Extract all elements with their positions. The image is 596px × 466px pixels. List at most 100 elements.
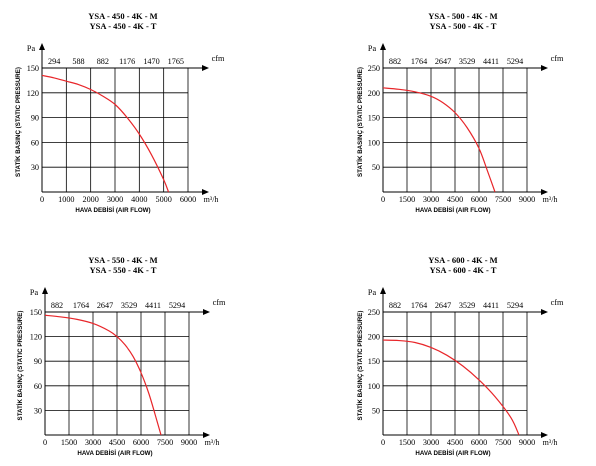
performance-curve <box>382 339 520 436</box>
performance-curve <box>382 87 496 193</box>
y-tick-label: 250 <box>368 64 380 73</box>
y-tick-label: 100 <box>368 382 380 391</box>
y-tick-label: 50 <box>372 406 380 415</box>
top-tick-label: 588 <box>72 57 84 66</box>
top-tick-label: 1176 <box>119 57 135 66</box>
x-tick-label: 2000 <box>82 195 98 204</box>
x-tick-label: 4000 <box>131 195 147 204</box>
top-tick-label: 3529 <box>459 301 475 310</box>
top-axis-arrow <box>202 65 209 71</box>
x-tick-label: 6000 <box>471 438 487 447</box>
top-axis-unit: cfm <box>212 54 225 63</box>
y-axis-title: STATİK BASINÇ (STATIC PRESSURE) <box>357 67 364 177</box>
x-tick-label: 9000 <box>181 438 197 447</box>
x-axis-unit: m³/h <box>205 438 220 447</box>
chart-title-line2: YSA - 600 - 4K - T <box>430 265 497 275</box>
y-tick-label: 90 <box>31 114 39 123</box>
x-tick-label: 9000 <box>519 195 535 204</box>
x-axis-arrow <box>202 189 209 195</box>
chart-title-line1: YSA - 600 - 4K - M <box>428 255 497 265</box>
y-axis-title: STATİK BASINÇ (STATIC PRESSURE) <box>357 311 364 421</box>
x-tick-label: 0 <box>43 438 47 447</box>
top-tick-label: 1764 <box>411 57 427 66</box>
x-tick-label: 6000 <box>471 195 487 204</box>
chart-title-line1: YSA - 450 - 4K - M <box>88 11 157 21</box>
chart-title-line2: YSA - 450 - 4K - T <box>90 21 157 31</box>
x-axis-title: HAVA DEBİSİ (AIR FLOW) <box>415 450 490 457</box>
x-tick-label: 7500 <box>157 438 173 447</box>
x-tick-label: 9000 <box>519 438 535 447</box>
top-tick-label: 4411 <box>483 57 499 66</box>
chart-title-line1: YSA - 550 - 4K - M <box>88 255 157 265</box>
performance-curve <box>44 314 162 436</box>
top-tick-label: 1764 <box>73 301 89 310</box>
top-tick-label: 882 <box>389 57 401 66</box>
x-tick-label: 0 <box>381 438 385 447</box>
x-tick-label: 1500 <box>399 195 415 204</box>
top-tick-label: 3529 <box>459 57 475 66</box>
top-tick-label: 2647 <box>97 301 113 310</box>
y-tick-label: 250 <box>368 308 380 317</box>
y-axis-arrow <box>42 287 48 294</box>
chart-title-line1: YSA - 500 - 4K - M <box>428 11 497 21</box>
top-tick-label: 4411 <box>483 301 499 310</box>
x-axis-arrow <box>203 432 210 438</box>
top-tick-label: 4411 <box>145 301 161 310</box>
top-tick-label: 294 <box>48 57 60 66</box>
top-axis-arrow <box>541 309 548 315</box>
top-tick-label: 1764 <box>411 301 427 310</box>
top-tick-label: 882 <box>389 301 401 310</box>
y-axis-arrow <box>380 287 386 294</box>
y-tick-label: 120 <box>27 89 39 98</box>
x-tick-label: 0 <box>381 195 385 204</box>
x-axis-title: HAVA DEBİSİ (AIR FLOW) <box>77 450 152 457</box>
top-tick-label: 1470 <box>143 57 159 66</box>
top-tick-label: 2647 <box>435 57 451 66</box>
top-axis-unit: cfm <box>213 298 226 307</box>
y-tick-label: 150 <box>30 308 42 317</box>
x-tick-label: 4500 <box>447 438 463 447</box>
y-axis-unit: Pa <box>368 44 377 53</box>
x-axis-arrow <box>541 189 548 195</box>
y-tick-label: 60 <box>31 138 39 147</box>
y-axis-unit: Pa <box>30 288 39 297</box>
x-tick-label: 6000 <box>180 195 196 204</box>
top-tick-label: 2647 <box>435 301 451 310</box>
y-axis-arrow <box>380 43 386 50</box>
x-tick-label: 3000 <box>423 195 439 204</box>
y-axis-title: STATİK BASINÇ (STATIC PRESSURE) <box>17 311 24 421</box>
x-tick-label: 4500 <box>109 438 125 447</box>
top-tick-label: 5294 <box>507 57 523 66</box>
y-tick-label: 150 <box>368 357 380 366</box>
x-tick-label: 3000 <box>107 195 123 204</box>
y-axis-unit: Pa <box>368 288 377 297</box>
x-axis-title: HAVA DEBİSİ (AIR FLOW) <box>415 207 490 214</box>
y-tick-label: 30 <box>34 406 42 415</box>
y-tick-label: 200 <box>368 333 380 342</box>
x-tick-label: 1000 <box>58 195 74 204</box>
x-tick-label: 4500 <box>447 195 463 204</box>
x-tick-label: 1500 <box>61 438 77 447</box>
y-tick-label: 30 <box>31 163 39 172</box>
top-tick-label: 1765 <box>168 57 184 66</box>
y-tick-label: 150 <box>368 114 380 123</box>
x-axis-unit: m³/h <box>204 195 219 204</box>
y-axis-arrow <box>39 43 45 50</box>
y-tick-label: 120 <box>30 333 42 342</box>
top-tick-label: 882 <box>51 301 63 310</box>
top-tick-label: 3529 <box>121 301 137 310</box>
top-tick-label: 882 <box>97 57 109 66</box>
x-tick-label: 5000 <box>155 195 171 204</box>
y-axis-unit: Pa <box>27 44 36 53</box>
x-tick-label: 1500 <box>399 438 415 447</box>
x-axis-unit: m³/h <box>543 195 558 204</box>
y-tick-label: 50 <box>372 163 380 172</box>
top-axis-unit: cfm <box>551 298 564 307</box>
top-tick-label: 5294 <box>169 301 185 310</box>
y-tick-label: 100 <box>368 138 380 147</box>
y-axis-title: STATİK BASINÇ (STATIC PRESSURE) <box>15 67 22 177</box>
y-tick-label: 150 <box>27 64 39 73</box>
x-tick-label: 3000 <box>423 438 439 447</box>
performance-curve <box>41 74 170 193</box>
